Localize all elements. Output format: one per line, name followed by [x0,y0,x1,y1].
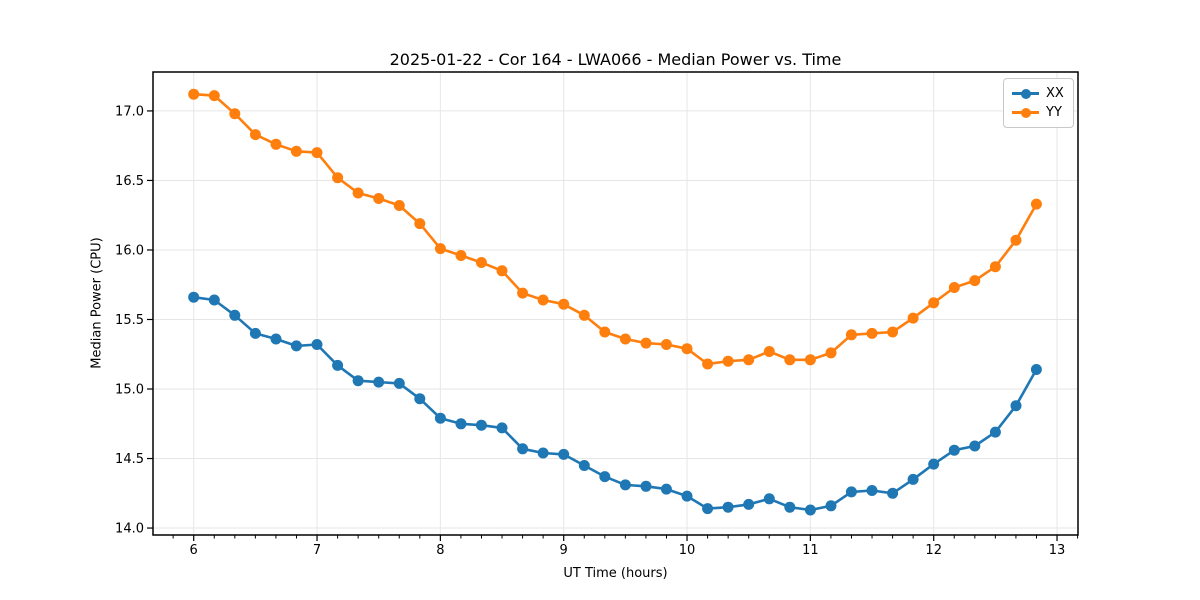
y-axis-label: Median Power (CPU) [89,237,105,369]
svg-text:14.0: 14.0 [115,522,144,537]
chart-title: 2025-01-22 - Cor 164 - LWA066 - Median P… [389,50,842,69]
legend-label-xx: XX [1046,86,1064,101]
x-axis-label: UT Time (hours) [563,566,668,581]
svg-text:8: 8 [436,543,444,558]
svg-text:16.0: 16.0 [115,243,144,258]
svg-text:6: 6 [190,543,198,558]
legend-label-yy: YY [1046,105,1062,120]
legend-line-marker-swatch-yy [1012,107,1039,119]
svg-text:17.0: 17.0 [115,104,144,119]
svg-text:11: 11 [802,543,819,558]
legend-item-xx: XX [1012,84,1064,103]
svg-text:13: 13 [1049,543,1066,558]
svg-text:15.5: 15.5 [115,313,144,328]
svg-text:12: 12 [925,543,942,558]
svg-text:9: 9 [560,543,568,558]
svg-text:14.5: 14.5 [115,452,144,467]
legend: XX YY [1003,78,1074,128]
svg-text:7: 7 [313,543,321,558]
svg-text:16.5: 16.5 [115,174,144,189]
legend-line-marker-swatch-xx [1012,88,1039,100]
legend-item-yy: YY [1012,103,1064,122]
svg-text:15.0: 15.0 [115,383,144,398]
svg-text:10: 10 [679,543,696,558]
